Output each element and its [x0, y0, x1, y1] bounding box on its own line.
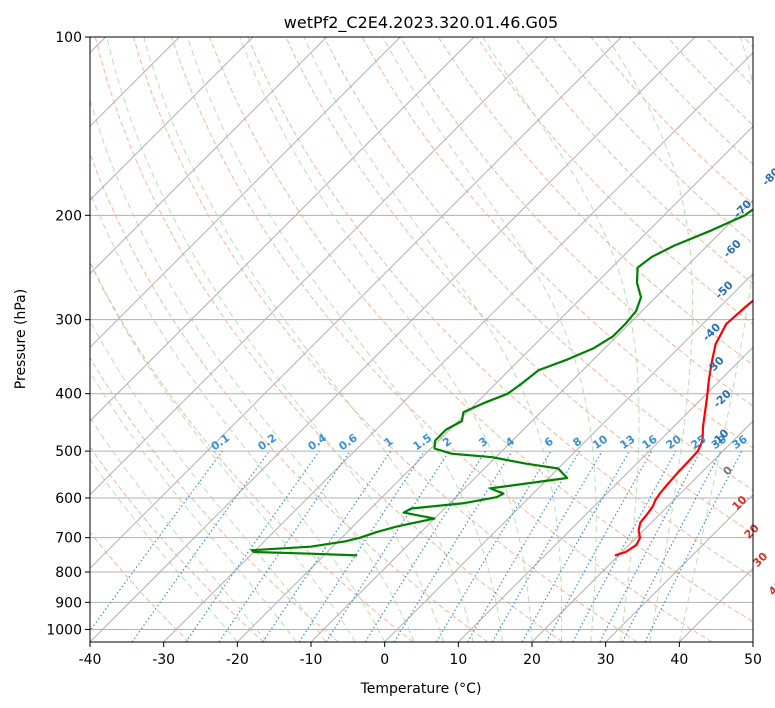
moist-adiabat-line	[187, 37, 503, 642]
temperature-profile	[614, 299, 753, 557]
x-axis-ticks: -40 -30 -20 -10 0 10 20 30 40 50	[79, 642, 762, 668]
dry-adiabat-line	[285, 37, 753, 535]
x-tick-label: -10	[300, 652, 323, 668]
x-tick-label: -20	[226, 652, 249, 668]
moist-adiabat-line	[106, 37, 445, 642]
y-axis-label: Pressure (hPa)	[13, 289, 29, 389]
y-tick-label: 400	[55, 387, 82, 403]
isotherm-line	[457, 346, 753, 642]
moist-adiabat-line	[239, 37, 533, 642]
y-tick-label: 600	[55, 491, 82, 507]
x-tick-label: 0	[380, 652, 389, 668]
moist-adiabats	[90, 37, 753, 642]
sounding-profiles	[250, 208, 753, 557]
isotherm-line	[236, 125, 753, 642]
dry-adiabat-line	[90, 152, 488, 642]
y-tick-label: 500	[55, 444, 82, 460]
mixing-ratio-line	[545, 450, 653, 642]
dry-adiabat-line	[94, 37, 563, 642]
isotherm-line	[163, 51, 753, 642]
y-axis-ticks: 100 200 300 400 500 600 700 800 900 1000	[46, 30, 90, 638]
y-tick-label: 700	[55, 531, 82, 547]
dry-adiabat-line	[90, 531, 190, 642]
isotherm-line	[384, 272, 753, 642]
moist-adiabat-line	[143, 37, 474, 642]
x-tick-label: -40	[79, 652, 102, 668]
x-tick-label: 10	[449, 652, 467, 668]
mixing-ratio-line	[521, 450, 631, 642]
mixing-ratio-line	[325, 450, 450, 642]
skewed-isotherms	[90, 37, 753, 642]
x-axis-label: Temperature (°C)	[360, 681, 482, 697]
x-tick-label: 20	[523, 652, 541, 668]
dry-adiabat-line	[361, 37, 753, 449]
moist-adiabat-line	[90, 458, 238, 642]
isotherm-line	[90, 37, 622, 570]
y-tick-label: 100	[55, 30, 82, 46]
mixing-ratio-line	[572, 450, 677, 642]
isotherm-line	[90, 37, 401, 349]
moist-adiabat-line	[90, 190, 386, 642]
dry-adiabat-line	[323, 37, 753, 491]
dry-adiabat-line	[132, 37, 638, 642]
dry-adiabat-line	[209, 37, 753, 623]
isotherm-line	[90, 37, 696, 642]
dry-adiabat-line	[514, 37, 753, 285]
moist-adiabat-line	[606, 37, 694, 642]
moist-adiabat-line	[678, 37, 753, 642]
moist-adiabat-line	[303, 37, 563, 642]
mixing-ratio-line	[90, 450, 223, 632]
x-tick-label: 30	[597, 652, 615, 668]
mixing-ratio-line	[131, 450, 270, 642]
mixing-ratio-line	[218, 450, 351, 642]
mixing-ratio-line	[393, 450, 513, 642]
moist-adiabat-label: 40	[766, 578, 775, 598]
dewpoint-profile	[250, 208, 753, 557]
moist-adiabat-line	[90, 416, 268, 642]
dry-adiabat-line	[247, 37, 753, 578]
y-tick-label: 200	[55, 208, 82, 224]
dry-adiabat-line	[90, 356, 339, 642]
y-tick-label: 800	[55, 565, 82, 581]
moist-adiabat-line	[90, 370, 297, 642]
isotherm-line	[90, 37, 328, 275]
isotherm-line	[605, 493, 753, 642]
dry-adiabat-line	[90, 446, 264, 642]
dry-adiabat-line	[399, 37, 753, 407]
isotherm-line	[90, 37, 549, 496]
y-tick-label: 1000	[46, 622, 82, 638]
moist-adiabat-line	[90, 320, 327, 642]
mixing-ratio-lines	[90, 450, 743, 642]
mixing-ratio-line	[262, 450, 392, 642]
x-tick-label: -30	[152, 652, 175, 668]
mixing-ratio-line	[644, 450, 743, 642]
isotherm-line	[531, 420, 753, 642]
mixing-ratio-line	[185, 450, 320, 642]
y-tick-label: 300	[55, 313, 82, 329]
isotherm-line	[90, 37, 254, 201]
x-tick-label: 40	[670, 652, 688, 668]
plot-frame	[89, 36, 754, 643]
moist-adiabat-line	[90, 261, 356, 642]
isobar-gridlines	[90, 37, 753, 630]
moist-adiabat-line	[382, 37, 597, 642]
dry-adiabat-line	[437, 37, 753, 366]
plot-area	[90, 37, 753, 642]
chart-title: wetPf2_C2E4.2023.320.01.46.G05	[284, 13, 558, 33]
isotherm-line	[90, 37, 475, 422]
mixing-ratio-line	[298, 450, 425, 642]
isotherm-line	[310, 199, 753, 642]
y-tick-label: 900	[55, 595, 82, 611]
x-tick-label: 50	[744, 652, 762, 668]
moist-adiabat-line	[482, 37, 640, 642]
